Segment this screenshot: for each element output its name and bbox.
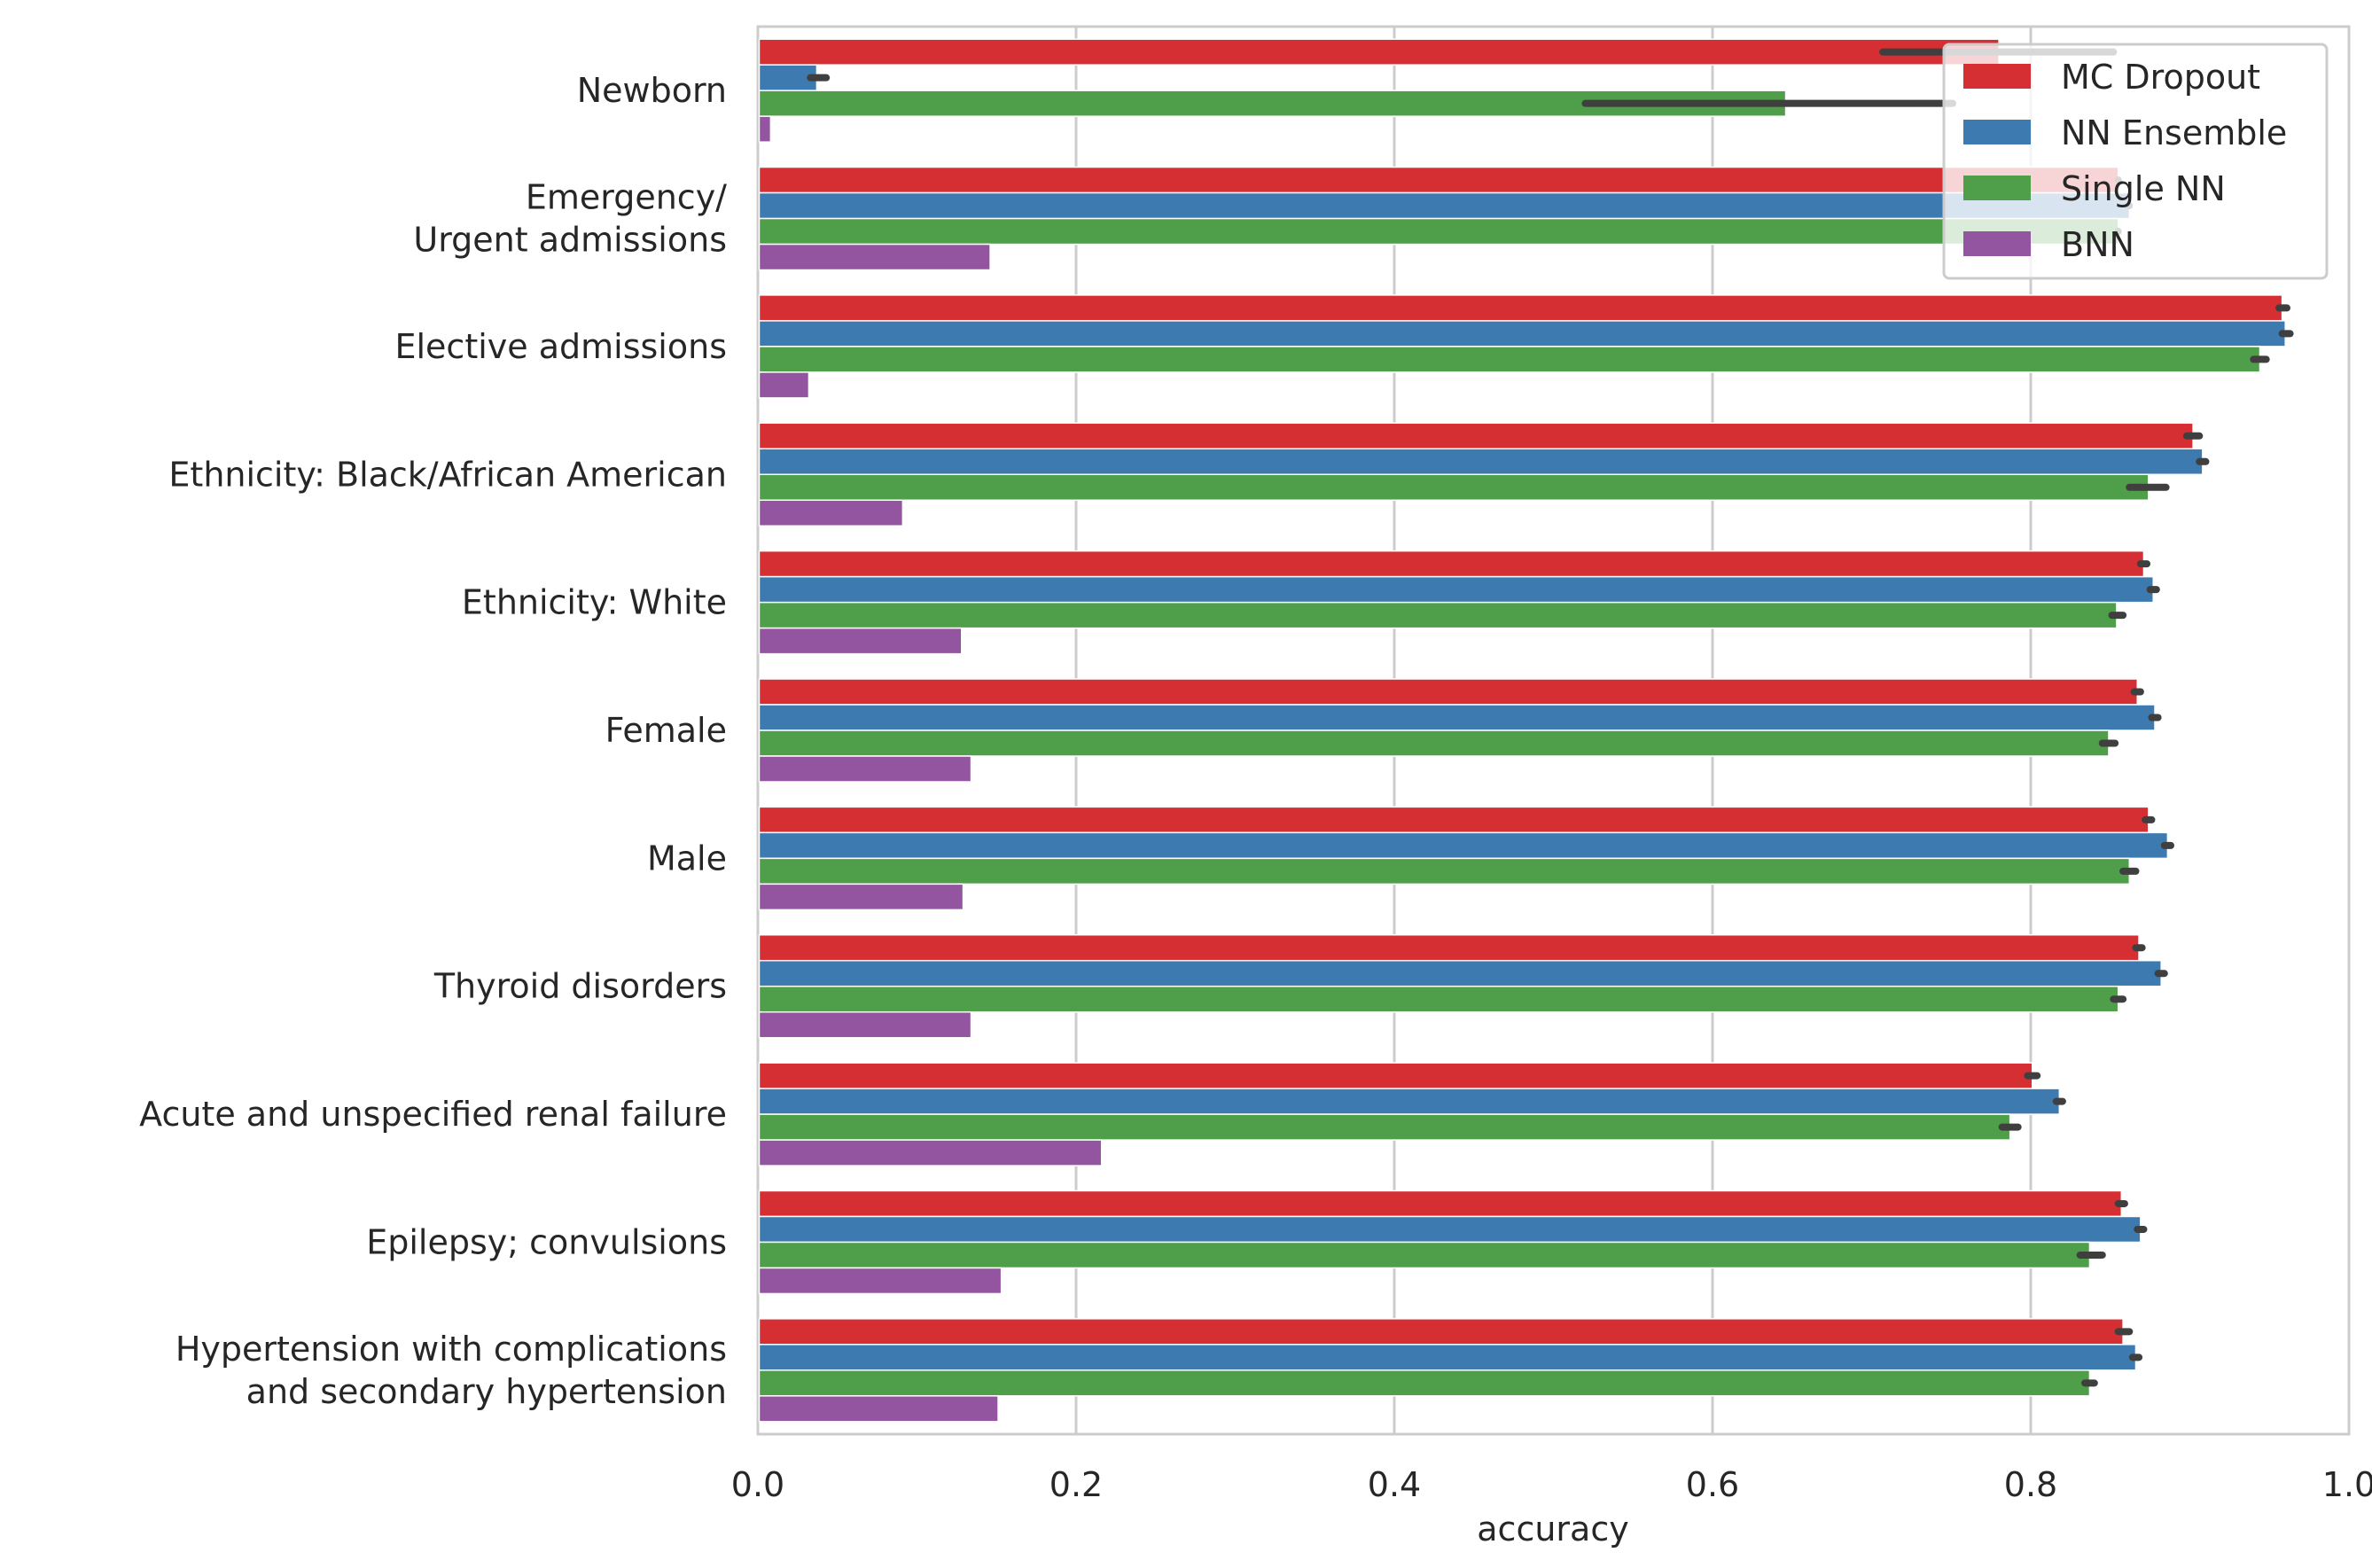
category-label-line: Epilepsy; convulsions — [366, 1222, 727, 1261]
bar — [758, 422, 2194, 450]
category-label: Thyroid disorders — [433, 967, 727, 1006]
bar — [758, 1062, 2033, 1089]
bar — [758, 294, 2283, 322]
category-label-line: Emergency/ — [526, 178, 727, 217]
category-label-line: Ethnicity: White — [462, 583, 727, 622]
category-label: Hypertension with complications and secon… — [176, 1330, 727, 1411]
category-label-line: Elective admissions — [394, 327, 727, 366]
bar — [758, 831, 2169, 860]
bar — [758, 1241, 2091, 1269]
bar — [758, 857, 2131, 885]
legend: MC Dropout NN Ensemble Single NN BNN — [1942, 43, 2329, 280]
x-tick-labels: 0.0 0.2 0.4 0.6 0.8 1.0 — [731, 1465, 2372, 1504]
category-label-line: Urgent admissions — [413, 221, 727, 260]
category-label: Emergency/Urgent admissions — [413, 178, 727, 260]
x-tick-label: 1.0 — [2322, 1465, 2372, 1504]
x-tick-label: 0.0 — [731, 1465, 784, 1504]
bar — [758, 191, 2131, 220]
x-tick-label: 0.4 — [1368, 1465, 1421, 1504]
bar — [758, 371, 810, 399]
category-label: Epilepsy; convulsions — [366, 1222, 727, 1261]
bar — [758, 601, 2118, 629]
bar — [758, 448, 2204, 476]
category-label: Elective admissions — [394, 327, 727, 366]
legend-swatch — [1963, 64, 2031, 89]
bar — [758, 985, 2119, 1013]
category-label: Acute and unspecified renal failure — [139, 1095, 727, 1134]
category-labels: Newborn Emergency/Urgent admissions Electi… — [139, 71, 727, 1411]
category-label-line: Hypertension with complications — [176, 1330, 727, 1369]
bar — [758, 1369, 2091, 1397]
x-axis-title: accuracy — [1477, 1509, 1628, 1548]
legend-label: BNN — [2061, 225, 2134, 264]
bar — [758, 575, 2154, 604]
bar — [758, 1010, 972, 1039]
category-label-line: and secondary hypertension — [246, 1372, 727, 1411]
bar — [758, 243, 991, 271]
category-label-line: Female — [605, 711, 727, 750]
bar — [758, 115, 772, 143]
legend-label: MC Dropout — [2061, 58, 2260, 97]
category-label: Ethnicity: Black/African American — [168, 455, 727, 494]
category-label-line: Thyroid disorders — [433, 967, 727, 1006]
category-label-line: Male — [647, 839, 727, 878]
bar — [758, 1139, 1103, 1166]
x-tick-label: 0.2 — [1049, 1465, 1103, 1504]
legend-label: NN Ensemble — [2061, 113, 2287, 152]
bars — [758, 38, 2286, 1423]
legend-label: Single NN — [2061, 169, 2226, 208]
legend-box — [1942, 43, 2329, 280]
category-label: Ethnicity: White — [462, 583, 727, 622]
bar — [758, 473, 2150, 502]
category-label-line: Newborn — [577, 71, 727, 110]
bar — [758, 320, 2286, 347]
x-tick-label: 0.8 — [2004, 1465, 2057, 1504]
bar — [758, 933, 2140, 962]
bar — [758, 346, 2261, 373]
bar — [758, 806, 2150, 834]
bar — [758, 1267, 1003, 1295]
bar — [758, 1318, 2124, 1346]
bar — [758, 1344, 2137, 1371]
bar — [758, 627, 963, 655]
category-label-line: Ethnicity: Black/African American — [168, 455, 727, 494]
bar — [758, 499, 904, 527]
x-tick-label: 0.6 — [1686, 1465, 1739, 1504]
bar — [758, 1215, 2142, 1244]
bar — [758, 1395, 999, 1423]
category-label: Female — [605, 711, 727, 750]
bar — [758, 678, 2139, 706]
bar — [758, 1190, 2123, 1218]
category-label-line: Acute and unspecified renal failure — [139, 1095, 727, 1134]
bar — [758, 883, 964, 911]
bar — [758, 1088, 2061, 1115]
bar — [758, 38, 2000, 66]
legend-swatch — [1963, 231, 2031, 256]
category-label: Male — [647, 839, 727, 878]
category-label: Newborn — [577, 71, 727, 110]
bar — [758, 755, 972, 783]
bar — [758, 1113, 2011, 1141]
bar — [758, 217, 2119, 246]
bar — [758, 704, 2156, 731]
bar — [758, 959, 2162, 987]
legend-swatch — [1963, 176, 2031, 200]
bar — [758, 550, 2145, 578]
legend-swatch — [1963, 120, 2031, 144]
bar — [758, 166, 2119, 194]
bar — [758, 729, 2110, 757]
